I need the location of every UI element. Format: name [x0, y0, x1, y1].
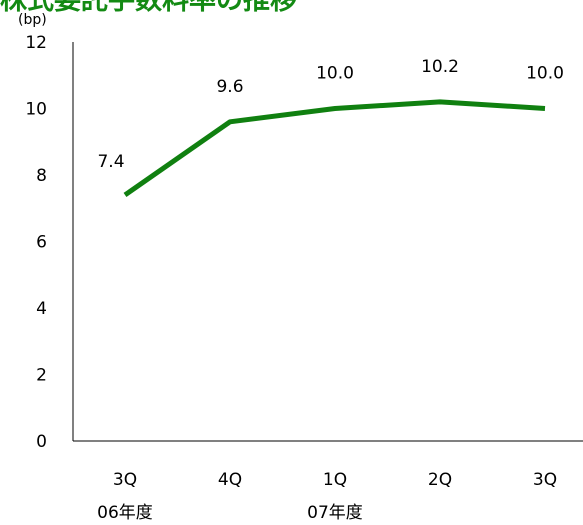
x-tick-label: 1Q: [323, 470, 347, 490]
fiscal-year-label: 06年度: [97, 503, 153, 523]
data-label: 9.6: [216, 77, 243, 97]
data-label: 10.0: [526, 64, 564, 84]
y-axis-ticks: 0 2 4 6 8 10 12: [25, 33, 47, 452]
data-label: 10.2: [421, 57, 459, 77]
y-tick-label: 0: [36, 432, 47, 452]
x-axis-ticks: 3Q 4Q 1Q 2Q 3Q: [113, 470, 557, 490]
x-tick-label: 4Q: [218, 470, 242, 490]
x-tick-label: 3Q: [113, 470, 137, 490]
y-tick-label: 8: [36, 166, 47, 186]
y-tick-label: 4: [36, 299, 47, 319]
chart-title: 株式委託手数料率の推移: [0, 0, 297, 16]
series-group: [123, 99, 546, 198]
x-tick-label: 2Q: [428, 470, 452, 490]
series-line: [123, 99, 546, 198]
y-axis-unit-label: (bp): [18, 12, 47, 28]
x-tick-label: 3Q: [533, 470, 557, 490]
y-tick-label: 6: [36, 233, 47, 253]
data-label: 10.0: [316, 64, 354, 84]
y-tick-label: 10: [25, 100, 47, 120]
y-tick-label: 12: [25, 33, 47, 53]
y-tick-label: 2: [36, 366, 47, 386]
data-label: 7.4: [97, 152, 124, 172]
data-labels: 7.4 9.6 10.0 10.2 10.0: [97, 57, 563, 172]
fiscal-year-labels: 06年度 07年度: [97, 503, 363, 523]
fiscal-year-label: 07年度: [307, 503, 363, 523]
